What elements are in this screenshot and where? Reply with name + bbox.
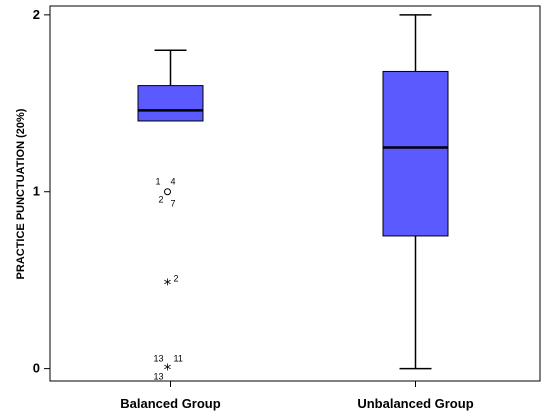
outlier-label: 2 — [174, 274, 179, 284]
y-tick-label: 2 — [33, 7, 40, 22]
outlier-label: 1 — [155, 177, 160, 187]
outlier-point — [164, 188, 171, 196]
y-axis: 0 1 2 — [33, 7, 50, 376]
y-axis-label: PRACTICE PUNCTUATION (20%) — [15, 108, 27, 279]
outlier-label: 13 — [153, 372, 163, 382]
outlier-label: 11 — [174, 354, 183, 364]
outlier-point: * — [164, 361, 172, 379]
outlier-label: 7 — [171, 199, 176, 209]
y-tick-label: 1 — [33, 184, 40, 199]
box — [382, 70, 449, 237]
box — [137, 85, 204, 122]
x-axis: Balanced Group Unbalanced Group — [120, 381, 474, 411]
outlier-point: * — [164, 276, 172, 294]
x-tick-label: Balanced Group — [120, 396, 220, 411]
plot-frame — [49, 5, 541, 382]
box-group — [382, 14, 449, 370]
outlier-label: 2 — [158, 195, 163, 205]
y-tick-label: 0 — [33, 361, 40, 376]
outlier-label: 13 — [153, 354, 163, 364]
outlier-label: 4 — [171, 177, 176, 187]
x-tick-label: Unbalanced Group — [357, 396, 473, 411]
